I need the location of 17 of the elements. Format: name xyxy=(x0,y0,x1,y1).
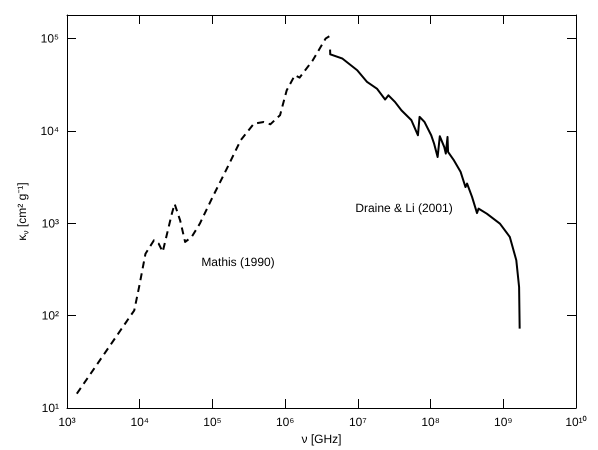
y-tick-label: 10³ xyxy=(42,216,60,230)
x-tick-label: 10⁵ xyxy=(203,415,222,429)
x-tick-label: 10⁶ xyxy=(276,415,294,429)
annotation: Mathis (1990) xyxy=(201,255,275,269)
x-tick-label: 10⁴ xyxy=(130,415,149,429)
x-tick-label: 10³ xyxy=(58,415,76,429)
y-axis-title: κν [cm² g⁻¹] xyxy=(14,182,31,241)
x-tick-label: 10¹⁰ xyxy=(565,415,587,429)
y-tick-label: 10⁵ xyxy=(40,32,60,46)
x-tick-label: 10⁷ xyxy=(349,415,367,429)
x-tick-label: 10⁸ xyxy=(421,415,440,429)
y-tick-label: 10¹ xyxy=(42,401,60,415)
y-tick-label: 10⁴ xyxy=(40,124,59,138)
annotation: Draine & Li (2001) xyxy=(355,201,453,215)
x-axis-title: ν [GHz] xyxy=(301,432,342,446)
y-tick-label: 10² xyxy=(42,308,60,323)
x-tick-label: 10⁹ xyxy=(494,415,513,429)
